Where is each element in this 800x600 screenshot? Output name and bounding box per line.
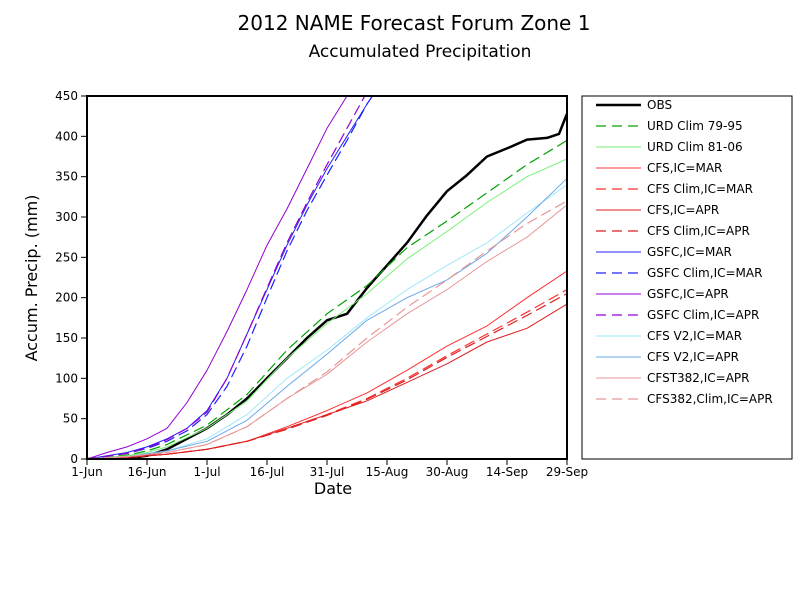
x-tick-label: 1-Jun (71, 465, 102, 479)
legend-label-cfs382-clim-ic-apr: CFS382,Clim,IC=APR (647, 392, 773, 406)
y-tick-label: 150 (55, 331, 78, 345)
legend-label-gsfc-clim-ic-mar: GSFC Clim,IC=MAR (647, 266, 762, 280)
legend-label-gsfc-ic-apr: GSFC,IC=APR (647, 287, 729, 301)
chart-title: 2012 NAME Forecast Forum Zone 1 (238, 11, 591, 35)
x-axis-label: Date (314, 479, 352, 498)
legend-label-gsfc-clim-ic-apr: GSFC Clim,IC=APR (647, 308, 759, 322)
series-line-gsfc-clim-ic-mar (87, 96, 374, 459)
series-line-cfs-clim-ic-apr (87, 293, 567, 459)
legend-label-urd-clim-79-95: URD Clim 79-95 (647, 119, 743, 133)
series-line-cfs-v2-ic-apr (87, 177, 567, 459)
x-tick-label: 31-Jul (310, 465, 345, 479)
legend-label-cfs-v2-ic-apr: CFS V2,IC=APR (647, 350, 739, 364)
legend-label-cfst382-ic-apr: CFST382,IC=APR (647, 371, 750, 385)
y-tick-label: 300 (55, 210, 78, 224)
legend-label-gsfc-ic-mar: GSFC,IC=MAR (647, 245, 732, 259)
legend-label-obs: OBS (647, 98, 672, 112)
series-line-obs (87, 112, 567, 459)
y-tick-label: 0 (70, 452, 78, 466)
y-tick-label: 350 (55, 170, 78, 184)
series-line-urd-clim-81-06 (87, 158, 567, 459)
legend-label-cfs-ic-mar: CFS,IC=MAR (647, 161, 722, 175)
series-line-gsfc-ic-apr (87, 96, 349, 459)
series-line-gsfc-clim-ic-apr (87, 96, 366, 459)
x-tick-label: 16-Jun (127, 465, 166, 479)
y-tick-label: 100 (55, 371, 78, 385)
series-line-cfs382-clim-ic-apr (87, 200, 567, 459)
x-tick-label: 14-Sep (486, 465, 528, 479)
x-tick-label: 15-Aug (366, 465, 409, 479)
x-tick-label: 30-Aug (426, 465, 469, 479)
x-tick-label: 1-Jul (193, 465, 220, 479)
legend-label-cfs-v2-ic-mar: CFS V2,IC=MAR (647, 329, 742, 343)
x-axis: 1-Jun 16-Jun 1-Jul 16-Jul 31-Jul 15-Aug 30-Aug… (71, 459, 588, 479)
series-line-gsfc-ic-mar (87, 96, 373, 459)
legend-frame (581, 95, 793, 460)
y-axis: 0 50 100 150 200 250 300 350 400 450 (55, 89, 87, 466)
y-tick-label: 250 (55, 250, 78, 264)
legend: OBS URD Clim 79-95 URD Clim 81-06 CFS,IC=MA… (596, 98, 773, 406)
chart-subtitle: Accumulated Precipitation (309, 42, 532, 62)
x-tick-label: 16-Jul (250, 465, 285, 479)
legend-label-cfs-clim-ic-mar: CFS Clim,IC=MAR (647, 182, 753, 196)
y-tick-label: 450 (55, 89, 78, 103)
series-line-urd-clim-79-95 (87, 139, 567, 459)
legend-label-urd-clim-81-06: URD Clim 81-06 (647, 140, 743, 154)
legend-label-cfs-clim-ic-apr: CFS Clim,IC=APR (647, 224, 750, 238)
x-tick-label: 29-Sep (546, 465, 588, 479)
y-tick-label: 50 (63, 412, 78, 426)
series-layer (87, 96, 567, 459)
legend-label-cfs-ic-apr: CFS,IC=APR (647, 203, 719, 217)
y-axis-label: Accum. Precip. (mm) (22, 195, 41, 362)
y-tick-label: 400 (55, 129, 78, 143)
y-tick-label: 200 (55, 291, 78, 305)
